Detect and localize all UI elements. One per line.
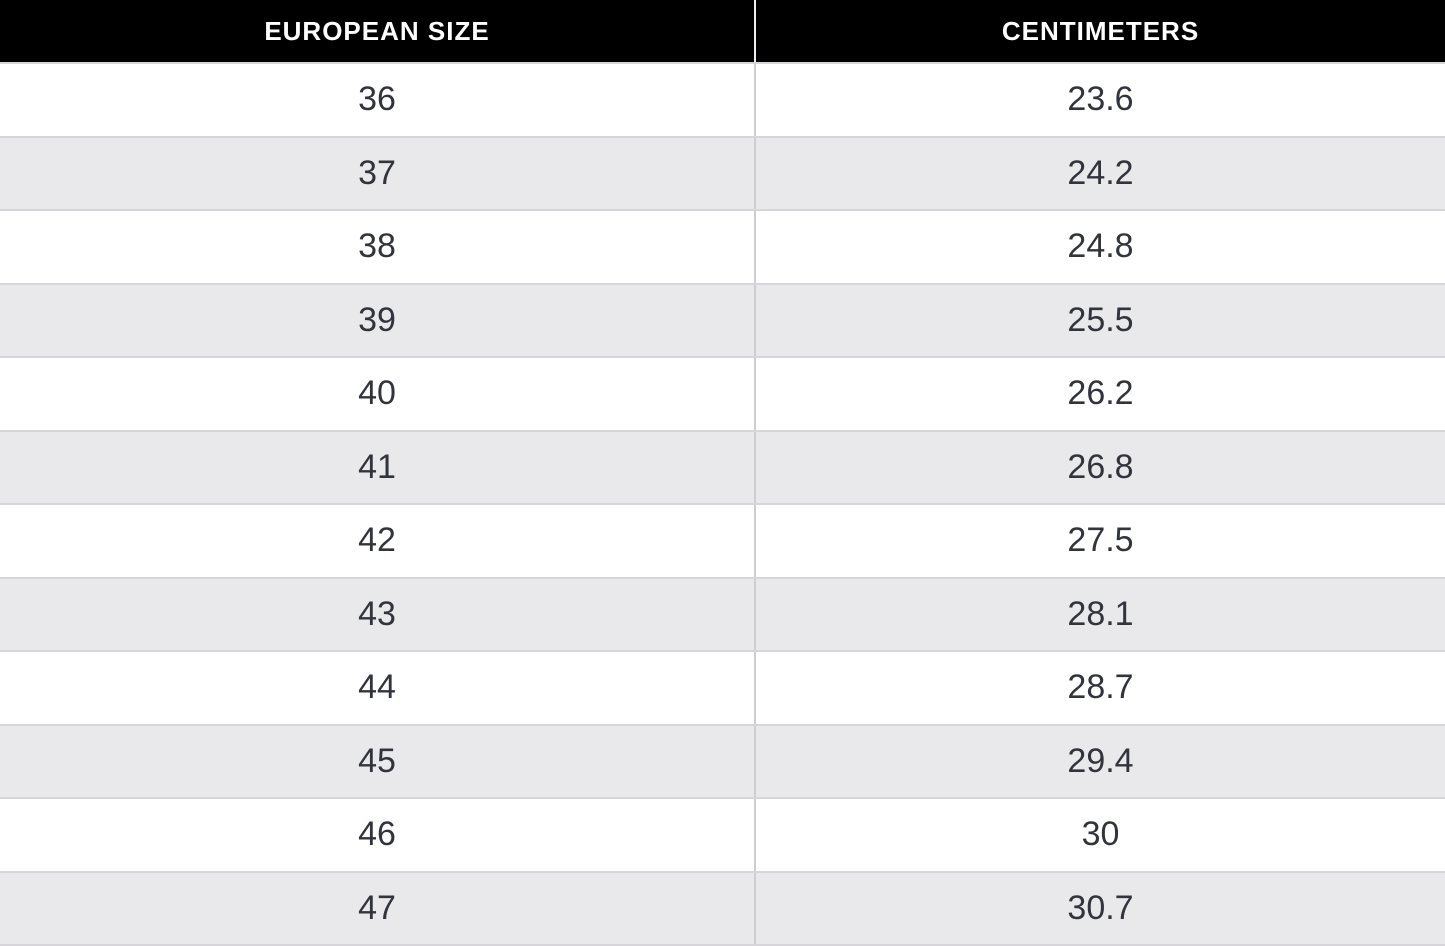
cell-european-size: 39 bbox=[0, 283, 756, 358]
table-row: 38 24.8 bbox=[0, 210, 1445, 285]
cell-european-size: 47 bbox=[0, 871, 756, 946]
cell-centimeters: 30.7 bbox=[755, 871, 1445, 946]
table-row: 41 26.8 bbox=[0, 430, 1445, 505]
table-row: 39 25.5 bbox=[0, 283, 1445, 358]
cell-centimeters: 30 bbox=[755, 798, 1445, 873]
cell-european-size: 40 bbox=[0, 357, 756, 432]
cell-european-size: 44 bbox=[0, 651, 756, 726]
cell-centimeters: 26.2 bbox=[755, 357, 1445, 432]
cell-european-size: 43 bbox=[0, 577, 756, 652]
cell-european-size: 38 bbox=[0, 210, 756, 285]
table-row: 40 26.2 bbox=[0, 357, 1445, 432]
table-row: 46 30 bbox=[0, 798, 1445, 873]
table-row: 43 28.1 bbox=[0, 577, 1445, 652]
cell-european-size: 37 bbox=[0, 136, 756, 211]
cell-european-size: 41 bbox=[0, 430, 756, 505]
cell-centimeters: 26.8 bbox=[755, 430, 1445, 505]
cell-centimeters: 24.2 bbox=[755, 136, 1445, 211]
table-row: 44 28.7 bbox=[0, 651, 1445, 726]
cell-centimeters: 23.6 bbox=[755, 63, 1445, 138]
cell-centimeters: 28.7 bbox=[755, 651, 1445, 726]
cell-centimeters: 28.1 bbox=[755, 577, 1445, 652]
cell-centimeters: 29.4 bbox=[755, 724, 1445, 799]
table-row: 36 23.6 bbox=[0, 63, 1445, 138]
column-header-centimeters: CENTIMETERS bbox=[755, 0, 1445, 64]
cell-european-size: 46 bbox=[0, 798, 756, 873]
cell-centimeters: 24.8 bbox=[755, 210, 1445, 285]
table-row: 42 27.5 bbox=[0, 504, 1445, 579]
cell-european-size: 45 bbox=[0, 724, 756, 799]
cell-european-size: 36 bbox=[0, 63, 756, 138]
table-row: 45 29.4 bbox=[0, 724, 1445, 799]
table-row: 37 24.2 bbox=[0, 136, 1445, 211]
cell-european-size: 42 bbox=[0, 504, 756, 579]
cell-centimeters: 27.5 bbox=[755, 504, 1445, 579]
table-row: 47 30.7 bbox=[0, 871, 1445, 946]
table-body: 36 23.6 37 24.2 38 24.8 39 25.5 40 26.2 41 26.8 42 27… bbox=[0, 63, 1445, 946]
column-header-european-size: EUROPEAN SIZE bbox=[0, 0, 756, 64]
header-row: EUROPEAN SIZE CENTIMETERS bbox=[0, 0, 1445, 64]
cell-centimeters: 25.5 bbox=[755, 283, 1445, 358]
